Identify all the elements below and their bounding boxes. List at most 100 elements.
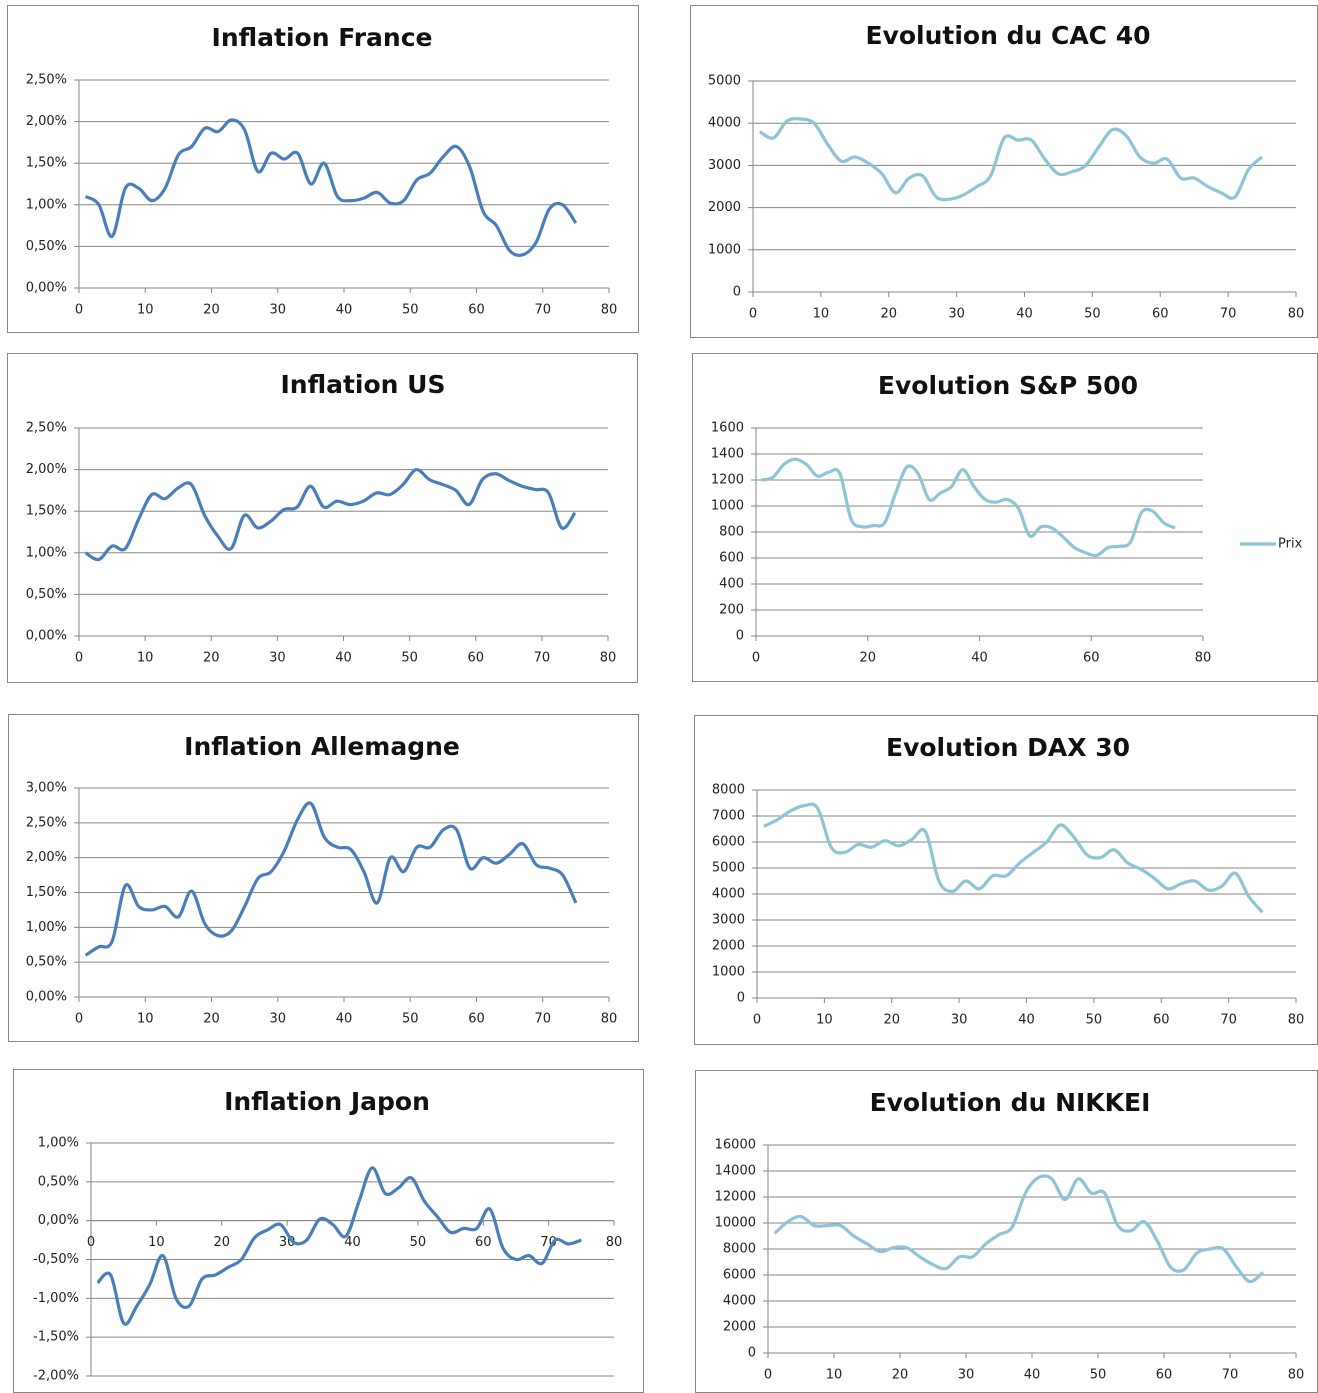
chart-panel: Inflation US 0,00% 0,50% 1,00% 1,50% 2,00% 2,5… [7, 353, 638, 683]
x-tick-label: 10 [137, 651, 154, 666]
x-tick-label: 0 [753, 1013, 761, 1028]
x-tick-label: 70 [1220, 307, 1237, 322]
y-tick-label: 0 [748, 1346, 756, 1361]
data-line [758, 117, 1264, 202]
y-tick-label: 2,00% [26, 114, 67, 129]
y-tick-label: 6000 [712, 835, 745, 850]
x-tick-label: 0 [749, 307, 757, 322]
x-tick-label: 40 [335, 651, 352, 666]
x-tick-label: 80 [601, 303, 618, 318]
y-tick-label: 1000 [712, 965, 745, 980]
x-tick-label: 0 [764, 1368, 772, 1383]
x-tick-label: 30 [269, 303, 286, 318]
x-tick-label: 70 [534, 303, 551, 318]
y-tick-label: 200 [719, 603, 744, 618]
y-tick-label: 1,00% [26, 197, 67, 212]
y-tick-label: 6000 [723, 1268, 756, 1283]
y-tick-label: 1,00% [38, 1136, 79, 1151]
x-tick-label: 80 [1288, 1368, 1305, 1383]
y-tick-label: 3,00% [26, 781, 67, 796]
chart-frame [692, 353, 1318, 682]
x-tick-label: 10 [816, 1013, 833, 1028]
y-tick-label: 1,50% [26, 156, 67, 171]
y-tick-label: 8000 [712, 783, 745, 798]
y-tick-label: 3000 [708, 158, 741, 173]
chart-title: Inflation France [212, 23, 433, 52]
x-tick-label: 20 [883, 1013, 900, 1028]
y-tick-label: 800 [719, 525, 744, 540]
x-tick-label: 70 [1222, 1368, 1239, 1383]
y-tick-label: 2,00% [26, 850, 67, 865]
y-tick-label: 1200 [711, 473, 744, 488]
x-tick-label: 40 [336, 303, 353, 318]
y-tick-label: 3000 [712, 913, 745, 928]
y-tick-label: 1,50% [26, 504, 67, 519]
chart-frame [8, 714, 639, 1042]
y-tick-label: 2000 [708, 200, 741, 215]
chart-frame [694, 715, 1318, 1045]
x-tick-label: 70 [1220, 1013, 1237, 1028]
y-tick-label: 7000 [712, 809, 745, 824]
y-tick-label: 4000 [723, 1294, 756, 1309]
chart-panel: Inflation Japon -2,00% -1,50% -1,00% -0,50% 0… [13, 1069, 644, 1393]
y-tick-label: 0,50% [26, 955, 67, 970]
x-tick-label: 50 [1084, 307, 1101, 322]
x-tick-label: 0 [75, 1012, 83, 1027]
y-tick-label: 5000 [712, 861, 745, 876]
x-tick-label: 10 [137, 1012, 154, 1027]
x-tick-label: 60 [1153, 1013, 1170, 1028]
x-tick-label: 40 [1018, 1013, 1035, 1028]
y-tick-label: 2000 [712, 939, 745, 954]
x-tick-label: 80 [601, 1012, 618, 1027]
y-tick-label: 0,50% [26, 239, 67, 254]
y-tick-label: 10000 [715, 1216, 756, 1231]
y-tick-label: 1,00% [26, 920, 67, 935]
x-tick-label: 40 [336, 1012, 353, 1027]
x-tick-label: 20 [203, 303, 220, 318]
y-tick-label: 16000 [715, 1138, 756, 1153]
x-tick-label: 0 [87, 1235, 95, 1250]
x-tick-label: 80 [1195, 651, 1212, 666]
y-tick-label: -2,00% [33, 1369, 79, 1384]
chart-title: Evolution DAX 30 [886, 733, 1130, 762]
x-tick-label: 40 [344, 1235, 361, 1250]
x-tick-label: 50 [402, 303, 419, 318]
y-tick-label: 0,00% [26, 281, 67, 296]
y-tick-label: 8000 [723, 1242, 756, 1257]
legend-label: Prix [1278, 537, 1303, 552]
x-tick-label: 30 [269, 651, 286, 666]
x-tick-label: 40 [971, 651, 988, 666]
y-tick-label: 2,50% [26, 421, 67, 436]
y-tick-label: 0 [733, 285, 741, 300]
y-tick-label: 2,50% [26, 73, 67, 88]
data-line [84, 118, 578, 257]
x-tick-label: 80 [1288, 1013, 1305, 1028]
y-tick-label: 0,00% [26, 629, 67, 644]
y-tick-label: -1,00% [33, 1291, 79, 1306]
chart-title: Evolution du NIKKEI [870, 1088, 1151, 1117]
y-tick-label: -0,50% [33, 1252, 79, 1267]
y-tick-label: 2,00% [26, 462, 67, 477]
x-tick-label: 70 [534, 651, 551, 666]
y-tick-label: 4000 [712, 887, 745, 902]
x-tick-label: 60 [468, 1012, 485, 1027]
y-tick-label: 1,50% [26, 885, 67, 900]
y-tick-label: 14000 [715, 1164, 756, 1179]
x-tick-label: 80 [1288, 307, 1305, 322]
y-tick-label: 1000 [708, 242, 741, 257]
x-tick-label: 50 [402, 1012, 419, 1027]
chart-title: Evolution S&P 500 [878, 371, 1138, 400]
y-tick-label: 0,50% [26, 587, 67, 602]
y-tick-label: 12000 [715, 1190, 756, 1205]
chart-title: Inflation US [280, 370, 445, 399]
chart-panel: Evolution du CAC 40 0 1000 2000 3000 4000 5000… [690, 5, 1318, 338]
chart-frame [7, 5, 639, 333]
y-tick-label: 0 [736, 629, 744, 644]
x-tick-label: 30 [269, 1012, 286, 1027]
data-line [763, 802, 1264, 914]
data-line [84, 467, 577, 562]
x-tick-label: 10 [148, 1235, 165, 1250]
x-tick-label: 30 [958, 1368, 975, 1383]
